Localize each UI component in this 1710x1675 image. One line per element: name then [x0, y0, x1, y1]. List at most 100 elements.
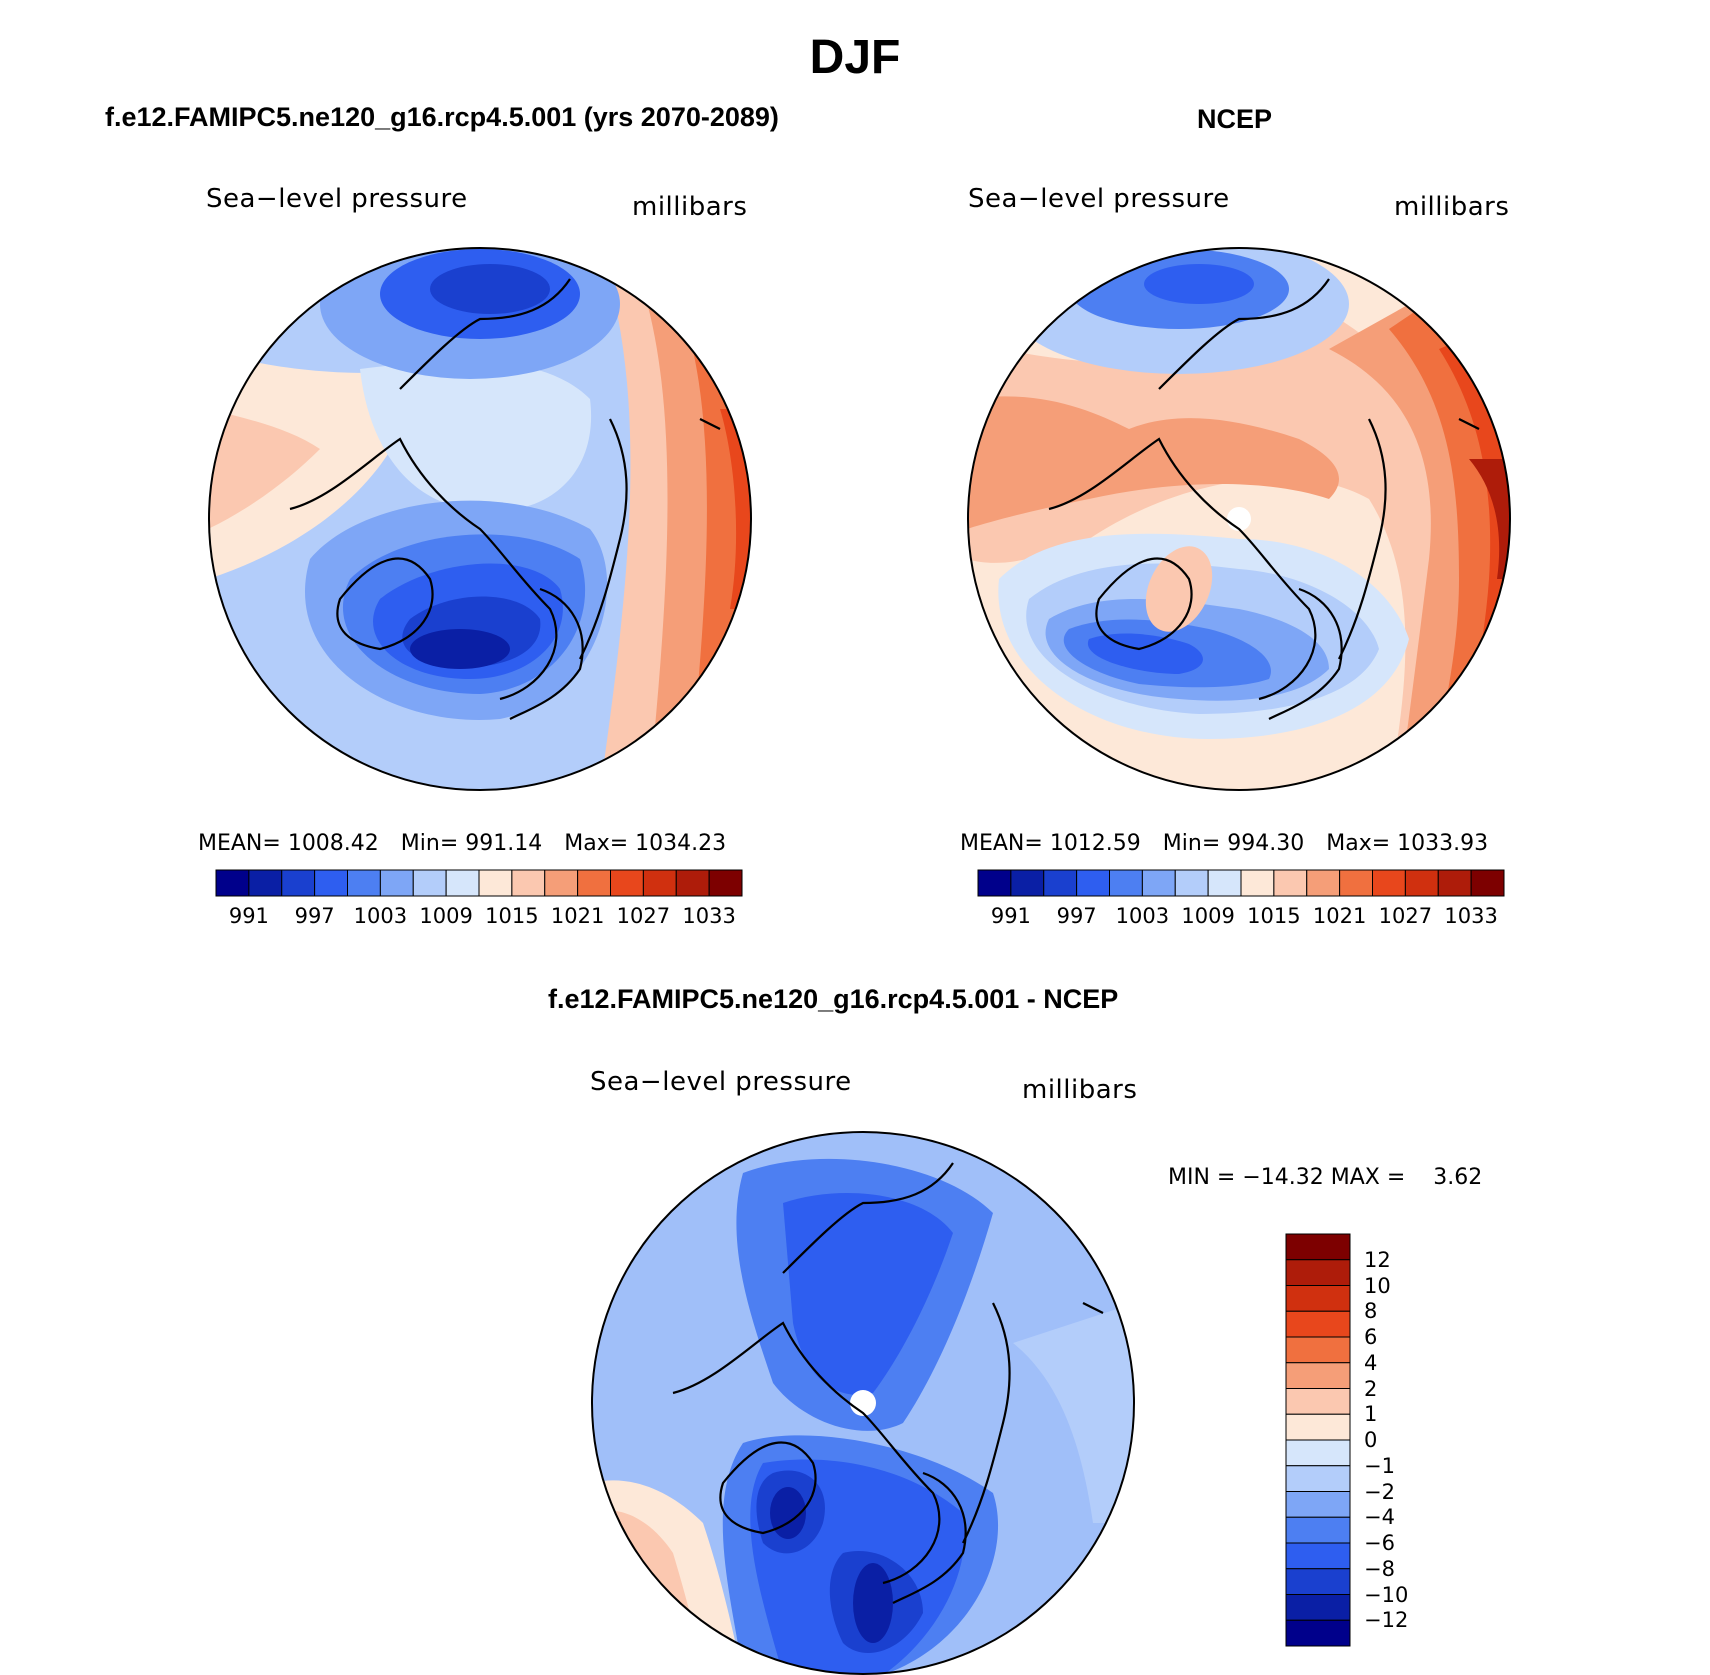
obs-colorbar-swatch: [1339, 869, 1374, 897]
model-tick-label: 1027: [616, 904, 671, 928]
model-tick-label: 1003: [353, 904, 408, 928]
diff-tick-label: 0: [1364, 1428, 1378, 1452]
diff-coastlines: [672, 1162, 1104, 1604]
obs-field-atlantic-low-5: [1087, 633, 1203, 674]
obs-colorbar-swatch: [1273, 869, 1308, 897]
model-colorbar-swatch: [445, 869, 480, 897]
diff-colorbar-swatch: [1285, 1594, 1351, 1621]
obs-colorbar-swatch: [1437, 869, 1472, 897]
obs-colorbar-swatch: [1010, 869, 1045, 897]
diff-colorbar-swatch: [1285, 1465, 1351, 1492]
obs-colorbar-swatch: [1076, 869, 1111, 897]
diff-colorbar-swatch: [1285, 1259, 1351, 1286]
diff-colorbar-swatch: [1285, 1491, 1351, 1518]
model-coastlines: [289, 278, 721, 720]
model-colorbar-ticks: 991 997 1003 1009 1015 1021 1027 1033: [216, 904, 742, 930]
obs-tick-label: 1021: [1312, 904, 1367, 928]
obs-colorbar-swatch: [1174, 869, 1209, 897]
model-tick-label: 1021: [550, 904, 605, 928]
diff-tick-label: −6: [1364, 1531, 1395, 1555]
obs-field-greenland-high: [1145, 546, 1213, 632]
model-colorbar: [215, 869, 743, 897]
obs-tick-label: 1009: [1181, 904, 1235, 928]
diff-tick-label: 6: [1364, 1325, 1378, 1349]
model-polar-map: [208, 247, 752, 791]
diff-tick-label: 2: [1364, 1376, 1378, 1401]
obs-colorbar-ticks: 991 997 1003 1009 1015 1021 1027 1033: [978, 904, 1504, 930]
obs-field-warm-6: [1469, 459, 1510, 579]
obs-colorbar-swatch: [977, 869, 1012, 897]
model-colorbar-swatch: [544, 869, 579, 897]
model-field-pacific-low-3: [430, 264, 550, 314]
diff-tick-label: 4: [1364, 1350, 1378, 1375]
model-mean: MEAN= 1008.42: [198, 831, 379, 856]
diff-colorbar-swatch: [1285, 1233, 1351, 1261]
obs-colorbar-swatch: [1470, 869, 1505, 897]
obs-coastlines: [1048, 278, 1480, 720]
diff-variable-label: Sea−level pressure: [590, 1067, 852, 1097]
diff-units-label: millibars: [1022, 1075, 1138, 1105]
obs-tick-label: 1027: [1378, 904, 1433, 928]
model-colorbar-swatch: [281, 869, 316, 897]
model-units-label: millibars: [632, 192, 748, 222]
obs-colorbar-swatches: [977, 869, 1505, 897]
obs-tick-label: 991: [990, 904, 1031, 928]
obs-colorbar-swatch: [1404, 869, 1439, 897]
diff-colorbar-swatch: [1285, 1516, 1351, 1544]
obs-map-border: [967, 247, 1511, 791]
model-map-border: [208, 247, 752, 791]
diff-tick-label: −8: [1364, 1556, 1395, 1581]
model-colorbar-swatch: [248, 869, 283, 897]
obs-colorbar-swatch: [1240, 869, 1275, 897]
diff-tick-label: 8: [1364, 1299, 1378, 1324]
model-min: Min= 991.14: [400, 831, 543, 856]
obs-colorbar-swatch: [1372, 869, 1406, 897]
diff-colorbar-swatch: [1285, 1362, 1351, 1389]
diff-colorbar-swatch: [1285, 1568, 1351, 1595]
model-tick-label: 1015: [485, 904, 539, 928]
model-colorbar-swatch: [412, 869, 447, 897]
model-colorbar-swatch: [478, 869, 513, 897]
obs-field-warm-2: [968, 396, 1339, 529]
main-title: DJF: [809, 31, 901, 84]
diff-minmax: MIN = −14.32 MAX = 3.62: [1168, 1165, 1483, 1190]
obs-panel-title: NCEP: [1197, 104, 1273, 134]
diff-panel-title: f.e12.FAMIPC5.ne120_g16.rcp4.5.001 - NCE…: [548, 984, 1119, 1014]
diff-colorbar-swatch: [1285, 1310, 1351, 1338]
diff-colorbar-swatch: [1285, 1619, 1351, 1647]
diff-colorbar-swatch: [1285, 1542, 1351, 1570]
obs-field-pacific-low-3: [1144, 264, 1254, 304]
diff-colorbar-swatches: [1285, 1233, 1351, 1647]
obs-max: Max= 1033.93: [1326, 831, 1489, 856]
model-colorbar-swatch: [610, 869, 644, 897]
diff-field-scandinavia-low-2: [853, 1563, 893, 1643]
diff-field-greenland-low-2: [770, 1487, 806, 1539]
diff-tick-label: 1: [1364, 1402, 1378, 1427]
diff-tick-label: 10: [1364, 1273, 1391, 1298]
diff-colorbar-swatch: [1285, 1439, 1351, 1467]
diff-field-arctic-2: [783, 1193, 953, 1395]
obs-colorbar-swatch: [1306, 869, 1341, 897]
obs-tick-label: 997: [1056, 904, 1097, 928]
diff-colorbar-swatch: [1285, 1388, 1351, 1415]
model-stats: MEAN= 1008.42 Min= 991.14 Max= 1034.23: [198, 831, 748, 856]
model-colorbar-swatch: [708, 869, 743, 897]
obs-colorbar-swatch: [1207, 869, 1242, 897]
model-colorbar-swatch: [577, 869, 612, 897]
obs-polar-map: [967, 247, 1511, 791]
model-tick-label: 997: [294, 904, 335, 928]
obs-min: Min= 994.30: [1162, 831, 1305, 856]
obs-tick-label: 1033: [1444, 904, 1498, 928]
obs-field-polar-hole: [1227, 507, 1251, 531]
model-tick-label: 991: [228, 904, 269, 928]
model-tick-label: 1009: [419, 904, 473, 928]
diff-colorbar-swatch: [1285, 1285, 1351, 1312]
model-tick-label: 1033: [682, 904, 736, 928]
model-colorbar-swatches: [215, 869, 743, 897]
diff-tick-label: −10: [1364, 1582, 1409, 1607]
model-variable-label: Sea−level pressure: [206, 184, 468, 214]
diff-tick-label: −4: [1364, 1505, 1395, 1530]
model-max: Max= 1034.23: [564, 831, 727, 856]
model-colorbar-swatch: [314, 869, 349, 897]
diff-colorbar-swatch: [1285, 1336, 1351, 1364]
